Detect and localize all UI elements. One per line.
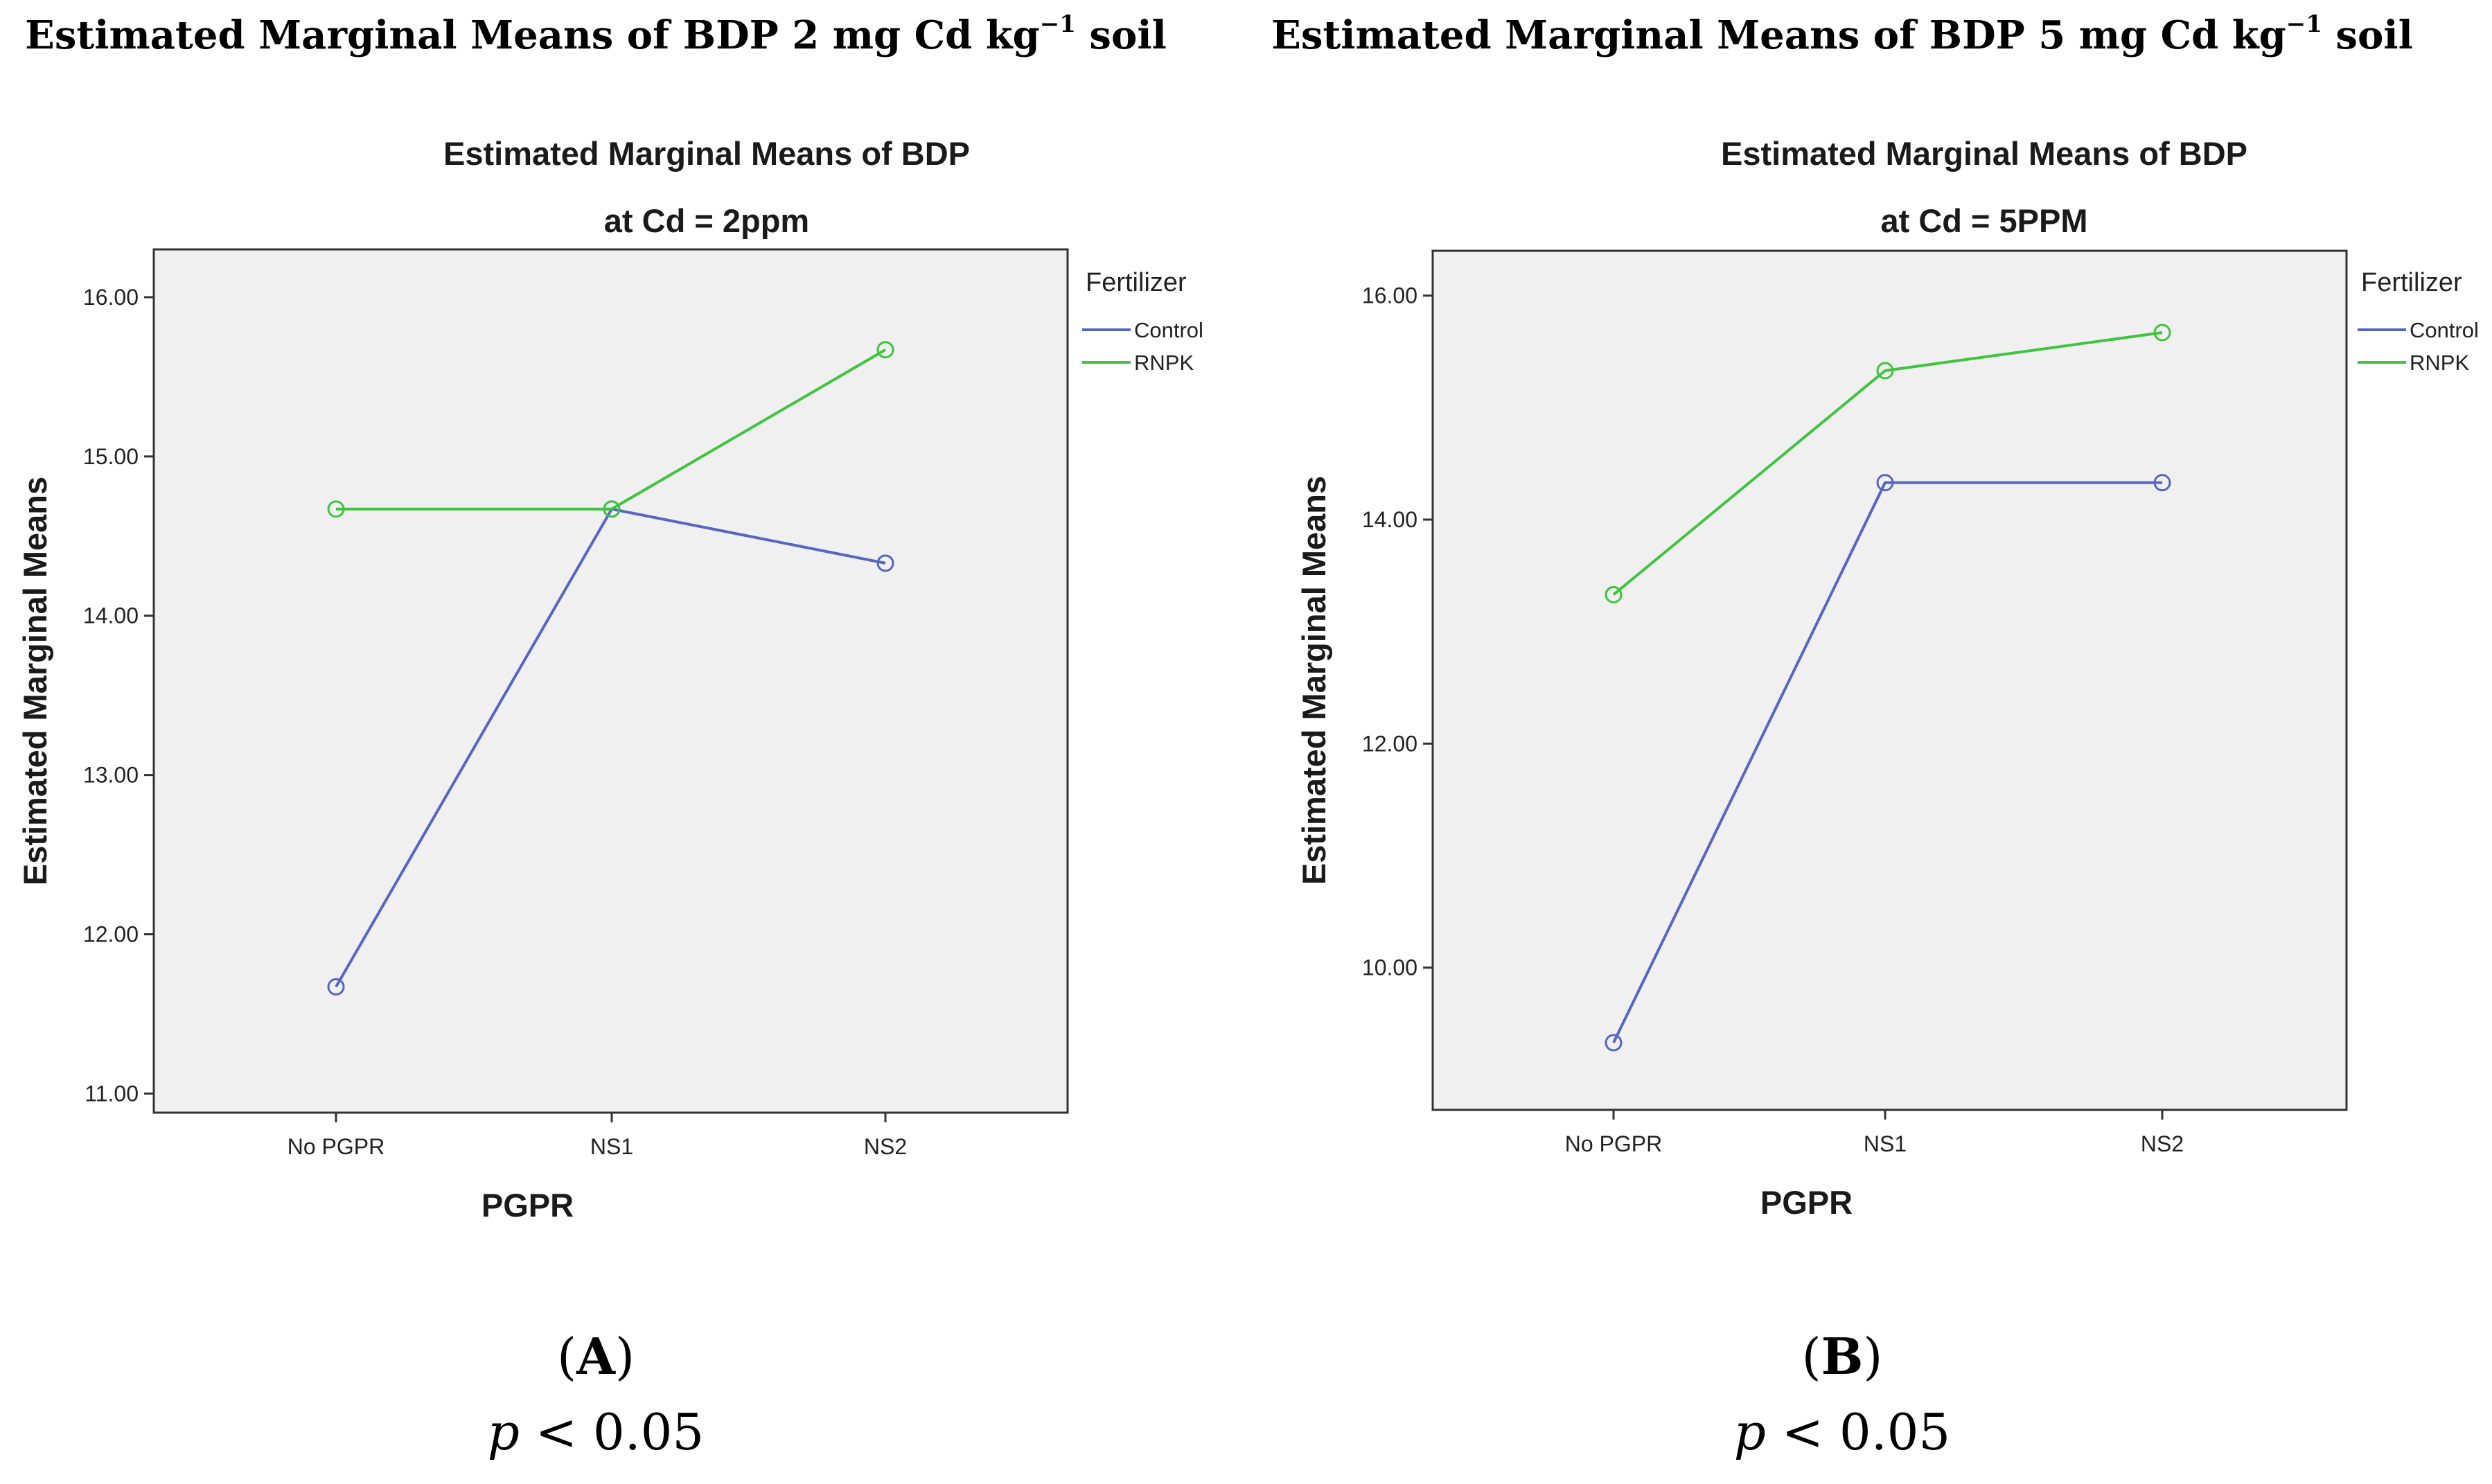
- y-tick-label: 16.00: [83, 285, 139, 310]
- panel-letter: B: [1821, 1327, 1864, 1386]
- x-tick-label: NS1: [1864, 1131, 1907, 1156]
- y-tick-label: 10.00: [1362, 955, 1417, 980]
- chart-subtitle: at Cd = 5PPM: [1880, 202, 2087, 239]
- legend-title: Fertilizer: [1086, 268, 1187, 297]
- y-tick-label: 16.00: [1362, 283, 1417, 308]
- p-value: < 0.05: [519, 1403, 705, 1461]
- legend-title: Fertilizer: [2361, 268, 2462, 297]
- x-tick-label: NS2: [864, 1134, 907, 1159]
- x-axis-label: PGPR: [1760, 1184, 1853, 1221]
- significance-caption: p < 0.05: [1246, 1403, 2438, 1461]
- y-tick-label: 12.00: [83, 922, 139, 947]
- figure-heading-tail: soil: [1075, 12, 1167, 58]
- legend-label: RNPK: [2410, 351, 2469, 375]
- x-tick-label: NS1: [590, 1134, 633, 1159]
- figure-heading-tail: soil: [2322, 12, 2413, 58]
- data-point-rnpk: [1876, 362, 1894, 380]
- plot-area: [1431, 249, 2348, 1111]
- y-tick-label: 11.00: [85, 1081, 139, 1106]
- data-point-control: [327, 978, 345, 996]
- figure-heading: Estimated Marginal Means of BDP 5 mg Cd …: [1246, 12, 2438, 58]
- data-point-rnpk: [2153, 324, 2171, 342]
- p-symbol: p: [487, 1403, 520, 1461]
- y-axis-label: Estimated Marginal Means: [1296, 476, 1332, 885]
- legend-label: Control: [2410, 318, 2479, 342]
- significance-caption: p < 0.05: [0, 1403, 1192, 1461]
- figure-heading-text: Estimated Marginal Means of BDP 2 mg Cd …: [25, 12, 1040, 58]
- figure-heading-superscript: −1: [1039, 10, 1076, 39]
- chart-subtitle: at Cd = 2ppm: [604, 202, 809, 239]
- p-symbol: p: [1733, 1403, 1766, 1461]
- panel-letter: A: [576, 1327, 615, 1386]
- figure-heading-superscript: −1: [2286, 10, 2322, 39]
- x-axis-label: PGPR: [481, 1187, 574, 1224]
- chart-title: Estimated Marginal Means of BDP: [443, 135, 970, 172]
- figure-heading: Estimated Marginal Means of BDP 2 mg Cd …: [0, 12, 1192, 58]
- legend-label: Control: [1134, 318, 1203, 342]
- series-line-rnpk: [1612, 331, 2163, 596]
- series-line-control: [1612, 481, 2162, 1043]
- data-point-rnpk: [327, 500, 345, 518]
- figure-panel-b: Estimated Marginal Means of BDP 5 mg Cd …: [1246, 0, 2492, 1484]
- data-point-control: [1605, 1034, 1623, 1052]
- plot-area: [152, 248, 1069, 1114]
- y-axis-label: Estimated Marginal Means: [17, 477, 53, 885]
- data-point-control: [1876, 474, 1894, 492]
- line-chart: Estimated Marginal Means of BDP at Cd = 2…: [17, 135, 1203, 1224]
- x-tick-label: No PGPR: [288, 1134, 385, 1159]
- chart-title: Estimated Marginal Means of BDP: [1721, 135, 2247, 172]
- x-tick-label: No PGPR: [1565, 1131, 1662, 1156]
- y-tick-label: 15.00: [83, 444, 139, 469]
- y-tick-label: 14.00: [83, 603, 139, 628]
- figure-heading-text: Estimated Marginal Means of BDP 5 mg Cd …: [1271, 12, 2286, 58]
- legend-label: RNPK: [1134, 351, 1194, 375]
- data-point-control: [2153, 474, 2171, 492]
- line-chart: Estimated Marginal Means of BDP at Cd = 5…: [1296, 135, 2479, 1221]
- data-point-control: [876, 554, 894, 572]
- data-point-rnpk: [876, 341, 894, 359]
- figure-panel-a: Estimated Marginal Means of BDP 2 mg Cd …: [0, 12, 1203, 1461]
- series-line-rnpk: [336, 348, 887, 511]
- data-point-rnpk: [1605, 585, 1623, 603]
- y-tick-label: 14.00: [1362, 507, 1417, 532]
- p-value: < 0.05: [1765, 1403, 1951, 1461]
- panel-label: (B): [1801, 1327, 1883, 1386]
- y-tick-label: 12.00: [1362, 731, 1417, 756]
- x-tick-label: NS2: [2141, 1131, 2184, 1156]
- y-tick-label: 13.00: [83, 763, 139, 788]
- panel-label: (A): [556, 1327, 635, 1386]
- data-point-rnpk: [603, 500, 621, 518]
